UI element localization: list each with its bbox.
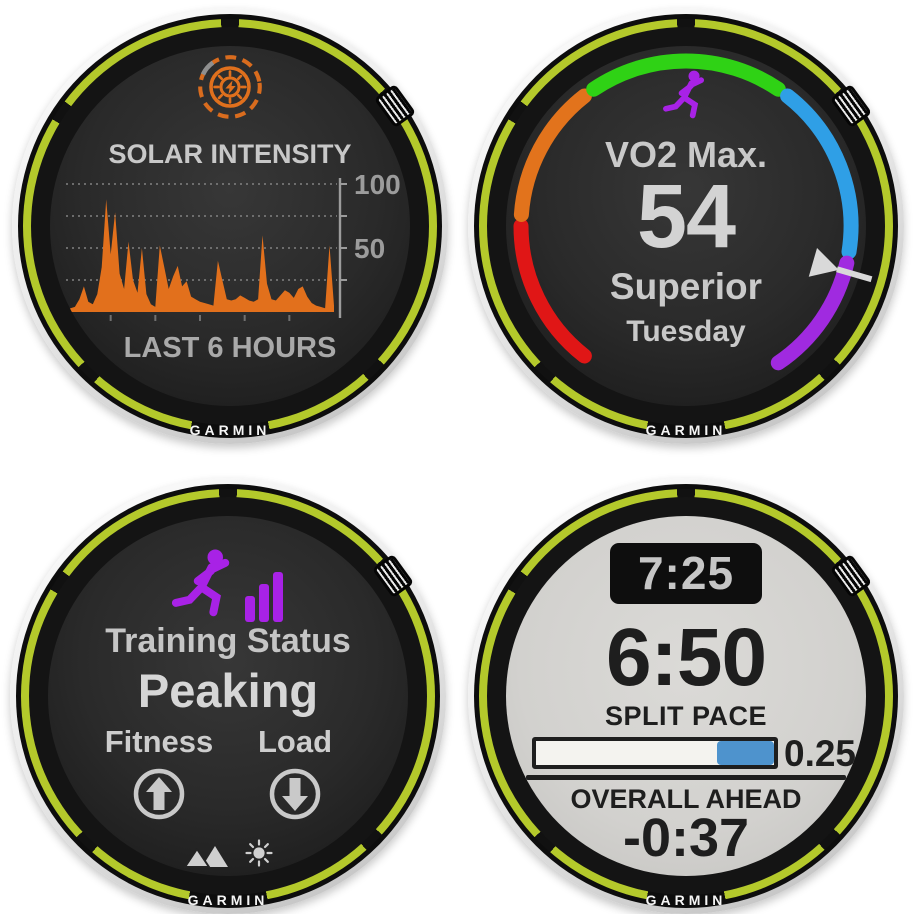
- lap-distance-value: 0.25: [784, 733, 857, 774]
- watch-display: 7:25 6:50 SPLIT PACE 0.25 OVERALL AHEAD …: [506, 516, 866, 876]
- watch-vo2-max: VO2 Max. 54 Superior Tuesday GARMIN: [468, 8, 904, 444]
- runner-icon: [663, 70, 705, 119]
- acclimation-icon-row: [48, 838, 408, 868]
- split-pace-value: 6:50: [605, 612, 767, 703]
- watch-training-status: Training Status Peaking Fitness Load: [10, 478, 446, 914]
- split-pace-label: SPLIT PACE: [604, 701, 768, 731]
- watch-solar-intensity: SOLAR INTENSITY 100 50 LAST 6 HOURS GARMI…: [12, 8, 448, 444]
- lap-time-box: 7:25: [610, 543, 762, 604]
- watch-display: Training Status Peaking Fitness Load: [48, 516, 408, 876]
- sun-icon: [244, 839, 273, 867]
- watch-display: SOLAR INTENSITY 100 50 LAST 6 HOURS: [50, 46, 410, 406]
- fitness-label: Fitness: [104, 724, 214, 759]
- mountains-icon: [182, 846, 228, 868]
- training-status-value: Peaking: [137, 664, 319, 717]
- ascending-bars-icon: [245, 572, 283, 622]
- garmin-logo: GARMIN: [189, 422, 271, 438]
- arrow-up-circle-icon: [133, 768, 185, 820]
- field-divider: [526, 775, 846, 780]
- svg-text:100: 100: [354, 172, 401, 200]
- solar-intensity-icon: [198, 55, 262, 119]
- svg-text:50: 50: [354, 233, 385, 264]
- arrow-down-circle-icon: [269, 768, 321, 820]
- vo2-value: 54: [636, 167, 736, 267]
- load-label: Load: [257, 724, 333, 759]
- solar-intensity-chart: 100 50: [66, 172, 401, 321]
- watch-split-pace: 7:25 6:50 SPLIT PACE 0.25 OVERALL AHEAD …: [468, 478, 904, 914]
- solar-title: SOLAR INTENSITY: [108, 139, 352, 169]
- training-status-icon: [171, 549, 283, 622]
- vo2-rating: Superior: [609, 266, 763, 307]
- lightning-bolt-icon: [225, 80, 236, 95]
- garmin-logo: GARMIN: [645, 892, 727, 908]
- vo2-title: VO2 Max.: [604, 134, 768, 175]
- garmin-logo: GARMIN: [645, 422, 727, 438]
- vo2-day: Tuesday: [626, 315, 746, 348]
- solar-caption: LAST 6 HOURS: [123, 332, 337, 364]
- vo2max-gauge: [513, 53, 873, 371]
- training-status-title: Training Status: [105, 622, 351, 660]
- overall-ahead-label: OVERALL AHEAD: [570, 784, 802, 814]
- overall-ahead-value: -0:37: [622, 808, 750, 868]
- lap-progress-fill: [716, 741, 774, 765]
- garmin-logo: GARMIN: [187, 892, 269, 908]
- lap-progress-bar: [532, 737, 778, 769]
